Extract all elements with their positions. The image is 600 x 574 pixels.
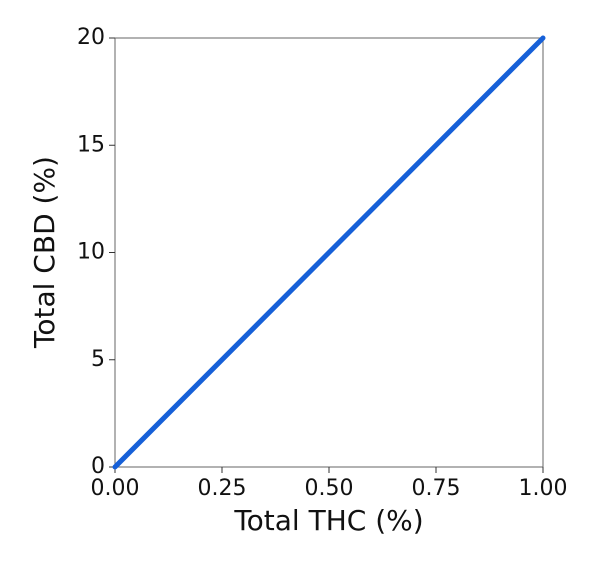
x-tick-label: 1.00: [519, 476, 568, 501]
y-tick-label: 0: [91, 454, 105, 479]
x-tick-label: 0.75: [412, 476, 461, 501]
x-axis-title: Total THC (%): [233, 504, 423, 537]
line: [112, 35, 546, 470]
y-tick-label: 5: [91, 347, 105, 372]
x-tick-label: 0.00: [91, 476, 140, 501]
y-tick-label: 15: [77, 132, 105, 157]
x-tick-label: 0.25: [198, 476, 247, 501]
x-tick-label: 0.50: [305, 476, 354, 501]
y-tick-label: 20: [77, 25, 105, 50]
y-tick-label: 10: [77, 240, 105, 265]
y-axis-title: Total CBD (%): [28, 156, 61, 349]
